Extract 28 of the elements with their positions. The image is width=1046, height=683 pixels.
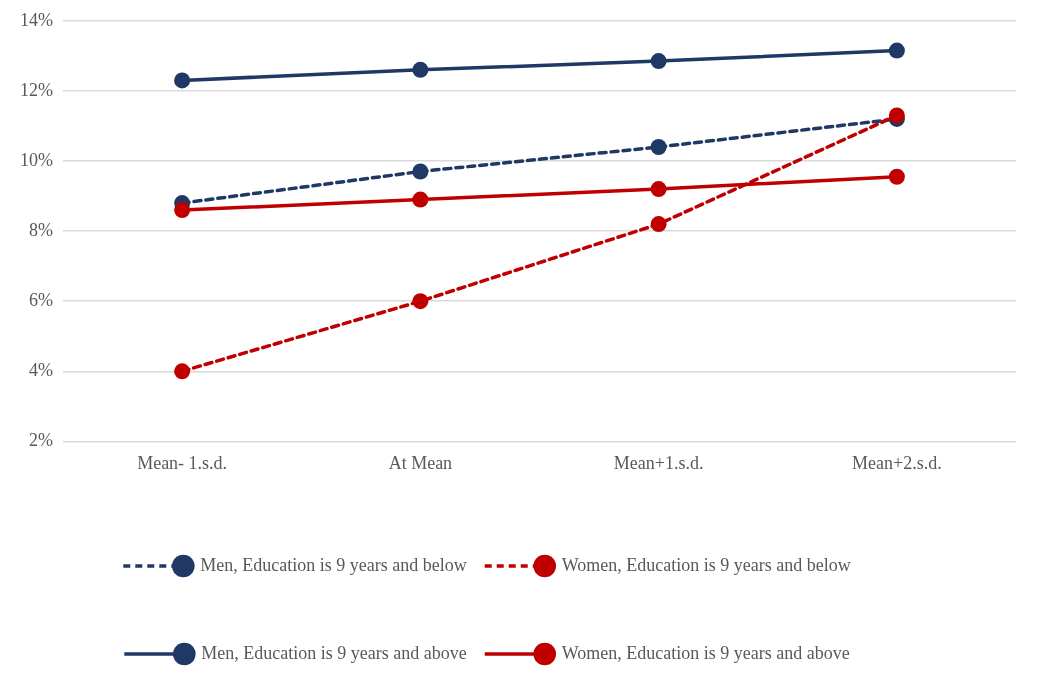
point <box>888 42 905 59</box>
legend-label: Men, Education is 9 years and above <box>201 642 467 663</box>
point <box>412 191 429 208</box>
x-tick-label: Mean+1.s.d. <box>613 452 704 473</box>
legend-label: Men, Education is 9 years and below <box>200 554 467 575</box>
y-tick-label: 10% <box>19 149 53 170</box>
y-tick-label: 4% <box>28 360 53 381</box>
point <box>888 168 905 185</box>
y-tick-label: 6% <box>28 289 53 310</box>
legend-label: Women, Education is 9 years and above <box>561 642 850 663</box>
y-tick-label: 2% <box>28 430 53 451</box>
y-tick-label: 14% <box>19 9 53 30</box>
point <box>174 72 191 89</box>
point <box>412 61 429 78</box>
y-tick-label: 8% <box>28 219 53 240</box>
point <box>174 202 191 219</box>
point <box>412 293 429 310</box>
point <box>650 181 667 198</box>
point <box>650 138 667 155</box>
x-tick-label: Mean+2.s.d. <box>852 452 942 473</box>
point <box>650 216 667 233</box>
point <box>412 163 429 180</box>
point <box>174 363 191 380</box>
point <box>650 53 667 70</box>
y-tick-label: 12% <box>19 79 53 100</box>
x-tick-label: Mean- 1.s.d. <box>137 452 228 473</box>
x-tick-label: At Mean <box>388 452 453 473</box>
legend-label: Women, Education is 9 years and below <box>561 554 851 575</box>
